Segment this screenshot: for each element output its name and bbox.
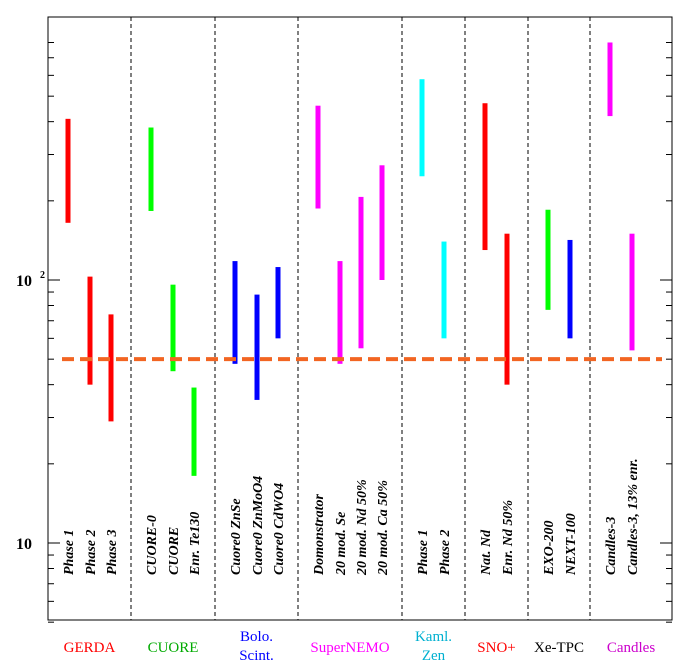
plot-frame xyxy=(47,16,673,621)
range-bars xyxy=(65,42,635,476)
experiment-label: 20 mod. Nd 50% xyxy=(355,479,370,576)
range-bar xyxy=(87,276,93,385)
experiment-label: Cuore0 CdWO4 xyxy=(272,483,287,575)
experiment-label: Phase 3 xyxy=(105,530,120,576)
group-label: CUORE xyxy=(148,640,199,656)
range-bar xyxy=(504,233,510,385)
experiment-label: Phase 2 xyxy=(438,530,453,576)
range-bar xyxy=(108,314,114,422)
experiment-label: NEXT-100 xyxy=(564,513,579,576)
experiment-label: Cuore0 ZnSe xyxy=(229,498,244,575)
range-bar xyxy=(629,233,635,351)
group-label: Candles xyxy=(607,640,655,656)
experiment-label: CUORE-0 xyxy=(145,515,160,575)
experiment-label: Enr. Te130 xyxy=(188,512,203,576)
range-bar xyxy=(65,118,71,223)
group-label: Xe-TPC xyxy=(534,640,584,656)
range-bar xyxy=(419,79,425,177)
group-label: Kaml. xyxy=(415,629,452,645)
experiment-label: Phase 2 xyxy=(84,530,99,576)
experiment-label: CUORE xyxy=(167,527,182,575)
experiment-label: Cuore0 ZnMoO4 xyxy=(251,476,266,575)
y-tick-label: 10 xyxy=(16,536,32,553)
experiment-label: 20 mod. Ca 50% xyxy=(376,480,391,576)
y-axis: 10 10 2 xyxy=(16,41,672,623)
experiment-label: Phase 1 xyxy=(62,530,77,576)
group-separators xyxy=(130,17,591,620)
experiment-label: 20 mod. Se xyxy=(334,512,349,576)
range-bar xyxy=(379,165,385,280)
experiment-label: Candles-3 xyxy=(604,517,619,575)
experiment-label: Domonstrator xyxy=(312,494,327,576)
group-label: Zen xyxy=(422,648,446,664)
y-tick-label: 10 xyxy=(16,273,32,290)
range-bar xyxy=(482,103,488,251)
range-bar xyxy=(441,241,447,339)
group-label: SuperNEMO xyxy=(310,640,389,656)
group-label: Scint. xyxy=(239,648,274,664)
plot-border xyxy=(47,16,673,621)
range-bar xyxy=(191,387,197,476)
range-bar xyxy=(232,261,238,364)
experiment-label: Nat. Nd xyxy=(479,529,494,576)
group-labels: GERDA CUORE Bolo. Scint. SuperNEMO Kaml. Zen SN… xyxy=(64,629,656,664)
range-bar xyxy=(254,294,260,400)
experiment-label: Candles-3, 13% enr. xyxy=(626,458,641,575)
range-bar xyxy=(358,196,364,349)
y-tick-exponent: 2 xyxy=(40,270,45,281)
group-label: GERDA xyxy=(64,640,116,656)
range-bar xyxy=(275,267,281,339)
experiment-label: Phase 1 xyxy=(416,530,431,576)
range-bar xyxy=(148,127,154,211)
range-bar xyxy=(545,209,551,310)
experiment-label: Enr. Nd 50% xyxy=(501,500,516,576)
range-bar xyxy=(315,105,321,209)
group-label: SNO+ xyxy=(477,640,515,656)
range-bar xyxy=(337,261,343,364)
range-bar xyxy=(607,42,613,117)
group-label: Bolo. xyxy=(240,629,273,645)
range-bar xyxy=(170,284,176,372)
experiment-label: EXO-200 xyxy=(542,521,557,576)
experiment-labels: Phase 1 Phase 2 Phase 3 CUORE-0 CUORE Enr. Te… xyxy=(62,458,641,576)
range-bar xyxy=(567,239,573,339)
